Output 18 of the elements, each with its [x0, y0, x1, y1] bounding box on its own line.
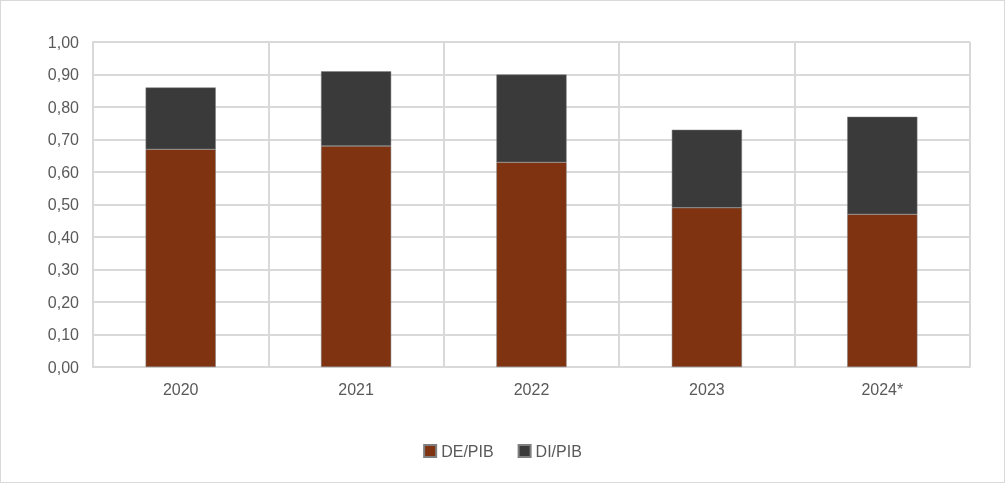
y-tick-label: 0,60 — [47, 163, 80, 181]
x-tick-label: 2022 — [513, 380, 550, 398]
x-tick-label: 2023 — [689, 380, 725, 398]
y-tick-label: 0,50 — [47, 196, 80, 213]
x-tick-label: 2020 — [162, 380, 199, 398]
x-tick-label: 2024* — [861, 380, 904, 398]
legend-label: DE/PIB — [441, 442, 494, 460]
legend-label: DI/PIB — [535, 442, 582, 460]
y-tick-label: 0,70 — [47, 131, 80, 148]
y-tick-label: 0,90 — [47, 66, 80, 83]
y-tick-label: 0,30 — [47, 261, 80, 278]
x-tick-label: 2021 — [338, 380, 374, 398]
y-tick-label: 0,20 — [47, 293, 80, 311]
y-tick-label: 0,10 — [47, 326, 80, 343]
y-tick-label: 0,40 — [47, 228, 80, 246]
y-tick-label: 0,00 — [47, 358, 80, 376]
y-tick-label: 0,80 — [47, 98, 80, 116]
y-tick-label: 1,00 — [47, 33, 80, 51]
